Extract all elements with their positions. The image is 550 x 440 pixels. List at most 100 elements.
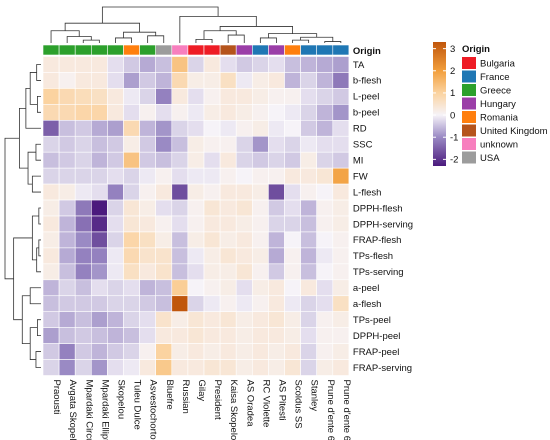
heatmap-cell xyxy=(139,199,157,217)
heatmap-cell xyxy=(123,343,140,360)
heatmap-cell xyxy=(91,151,108,169)
heatmap-cell xyxy=(284,263,301,281)
heatmap-cell xyxy=(268,215,285,233)
heatmap-cell xyxy=(252,247,269,265)
heatmap-cell xyxy=(155,231,173,249)
heatmap-cell xyxy=(187,56,205,73)
heatmap-cell xyxy=(91,311,108,328)
heatmap-cell xyxy=(316,215,334,233)
heatmap-cell xyxy=(252,279,269,297)
dendrogram-branch xyxy=(21,295,31,344)
heatmap-cell xyxy=(42,151,60,169)
heatmap-cell xyxy=(252,151,269,169)
row-labels: TA b-flesh L-peel b-peel RD SSC MI FW L-flesh DPP… xyxy=(353,60,413,374)
heatmap-cell xyxy=(300,327,318,344)
heatmap-cell xyxy=(235,343,253,360)
dendrogram-branch xyxy=(227,34,245,43)
heatmap-cell xyxy=(42,104,60,121)
origin-legend-label: Hungary xyxy=(480,99,516,110)
heatmap-cell xyxy=(203,311,221,328)
heatmap-cell xyxy=(284,247,301,265)
heatmap-cell xyxy=(171,135,189,153)
heatmap-cell xyxy=(300,151,318,169)
heatmap-cell xyxy=(268,135,285,153)
heatmap-cell xyxy=(219,359,237,376)
heatmap-cell xyxy=(235,56,253,73)
origin-bar-label: Origin xyxy=(353,46,381,57)
heatmap-cell xyxy=(107,311,124,328)
heatmap-cell xyxy=(58,72,76,89)
origin-legend-label: Romania xyxy=(480,113,519,124)
heatmap-cell xyxy=(42,311,60,328)
row-label: TA xyxy=(353,60,365,71)
heatmap-cell xyxy=(219,56,237,73)
heatmap-cell xyxy=(203,199,221,217)
heatmap-cell xyxy=(123,104,140,121)
heatmap-cell xyxy=(316,183,334,201)
heatmap-cell xyxy=(284,295,301,312)
heatmap-cell xyxy=(155,135,173,153)
heatmap-cell xyxy=(107,231,124,249)
dendrogram-branch xyxy=(82,39,100,43)
heatmap-cell xyxy=(284,167,301,185)
dendrogram-branch xyxy=(123,31,157,38)
heatmap-cell xyxy=(300,167,318,185)
row-label: RD xyxy=(353,124,367,135)
origin-bar-cell xyxy=(107,44,124,56)
heatmap-cell xyxy=(268,327,285,344)
heatmap-cell xyxy=(203,151,221,169)
heatmap-cell xyxy=(123,327,140,344)
heatmap-cell xyxy=(252,120,269,137)
column-label: RC Violette xyxy=(260,380,271,428)
color-scale-bar xyxy=(433,42,446,166)
heatmap-cell xyxy=(74,263,92,281)
heatmap-cell xyxy=(268,247,285,265)
heatmap-cell xyxy=(300,279,318,297)
origin-bar-cell xyxy=(58,44,76,56)
dendrogram-branch xyxy=(35,143,41,161)
heatmap-cell xyxy=(42,343,60,360)
heatmap-cell xyxy=(332,311,350,328)
origin-legend-label: USA xyxy=(480,153,500,164)
heatmap-cell xyxy=(300,359,318,376)
heatmap-cell xyxy=(332,167,350,185)
heatmap-cell xyxy=(155,88,173,105)
heatmap-cell xyxy=(139,56,157,73)
heatmap-cell xyxy=(219,311,237,328)
heatmap-cell xyxy=(74,327,92,344)
heatmap-cell xyxy=(139,215,157,233)
heatmap-cell xyxy=(74,199,92,217)
heatmap-cell xyxy=(252,295,269,312)
heatmap-cell xyxy=(74,343,92,360)
heatmap-cell xyxy=(219,279,237,297)
heatmap-cell xyxy=(42,247,60,265)
heatmap-cell xyxy=(187,72,205,89)
heatmap-cell xyxy=(284,231,301,249)
dendrogram-branch xyxy=(31,215,39,261)
heatmap-cell xyxy=(139,263,157,281)
heatmap-cell xyxy=(252,343,269,360)
heatmap-cell xyxy=(123,263,140,281)
dendrogram-branch xyxy=(36,64,41,81)
heatmap-cell xyxy=(139,88,157,105)
heatmap-cell xyxy=(284,199,301,217)
heatmap-cell xyxy=(268,120,285,137)
heatmap-cell xyxy=(171,167,189,185)
heatmap-cell xyxy=(268,72,285,89)
heatmap-cell xyxy=(91,231,108,249)
heatmap-cell xyxy=(139,183,157,201)
heatmap-cell xyxy=(332,279,350,297)
heatmap-cell xyxy=(203,72,221,89)
heatmap-cell xyxy=(171,327,189,344)
origin-bar-cell xyxy=(123,44,140,56)
heatmap-cell xyxy=(123,311,140,328)
heatmap-cell xyxy=(107,135,124,153)
heatmap-cell xyxy=(107,279,124,297)
heatmap-cell xyxy=(300,343,318,360)
heatmap-cell xyxy=(219,104,237,121)
heatmap-cell xyxy=(284,311,301,328)
heatmap-cell xyxy=(316,343,334,360)
heatmap-cell xyxy=(203,104,221,121)
heatmap-cell xyxy=(123,231,140,249)
column-label: Tuleu Dulce xyxy=(132,380,143,430)
